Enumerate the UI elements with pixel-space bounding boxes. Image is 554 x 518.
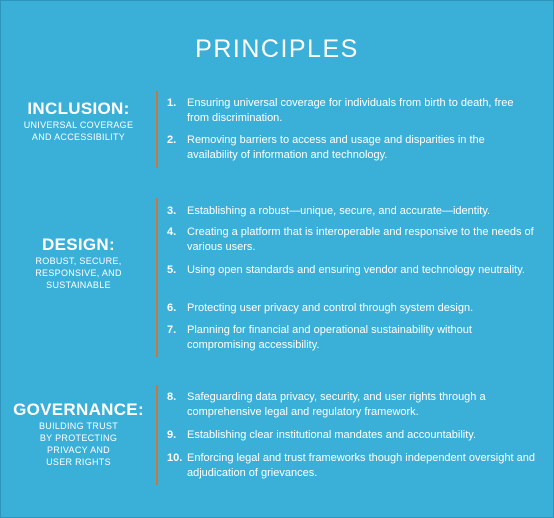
item-number: 9. (167, 429, 177, 441)
list-item: 1. Ensuring universal coverage for indiv… (167, 96, 537, 125)
section-heading: DESIGN: (42, 235, 115, 254)
list-item: 9. Establishing clear institutional mand… (167, 428, 537, 443)
list-item: 4. Creating a platform that is interoper… (167, 225, 537, 254)
item-text: Enforcing legal and trust frameworks tho… (187, 452, 535, 479)
list-item: 3. Establishing a robust—unique, secure,… (167, 204, 537, 219)
section-heading: INCLUSION: (27, 99, 130, 118)
list-item: 8. Safeguarding data privacy, security, … (167, 390, 537, 419)
section-divider (156, 385, 158, 485)
item-number: 7. (167, 324, 177, 336)
list-item: 6. Protecting user privacy and control t… (167, 301, 537, 316)
item-text: Safeguarding data privacy, security, and… (187, 391, 486, 418)
item-text: Using open standards and ensuring vendor… (187, 264, 525, 276)
item-number: 2. (167, 134, 177, 146)
item-number: 1. (167, 97, 177, 109)
section-heading: GOVERNANCE: (13, 400, 144, 419)
section-divider (156, 91, 158, 168)
item-number: 6. (167, 302, 177, 314)
item-number: 8. (167, 391, 177, 403)
list-item: 10. Enforcing legal and trust frameworks… (167, 451, 537, 480)
item-number: 5. (167, 264, 177, 276)
item-text: Planning for financial and operational s… (187, 324, 472, 351)
section-label: INCLUSION: UNIVERSAL COVERAGE AND ACCESS… (1, 99, 156, 143)
item-text: Removing barriers to access and usage an… (187, 134, 485, 161)
section-label: DESIGN: ROBUST, SECURE, RESPONSIVE, AND … (1, 235, 156, 291)
item-text: Ensuring universal coverage for individu… (187, 97, 514, 124)
section-label: GOVERNANCE: BUILDING TRUST BY PROTECTING… (1, 400, 156, 468)
section-divider (156, 198, 158, 357)
list-item: 5. Using open standards and ensuring ven… (167, 263, 537, 278)
item-text: Establishing a robust—unique, secure, an… (187, 205, 491, 217)
section-subtitle: UNIVERSAL COVERAGE AND ACCESSIBILITY (23, 120, 134, 142)
list-item: 2. Removing barriers to access and usage… (167, 133, 537, 162)
page-title: PRINCIPLES (195, 35, 359, 63)
item-number: 4. (167, 226, 177, 238)
list-item: 7. Planning for financial and operationa… (167, 323, 537, 352)
section-subtitle: BUILDING TRUST BY PROTECTING PRIVACY AND… (38, 421, 119, 467)
item-text: Creating a platform that is interoperabl… (187, 226, 534, 253)
item-text: Protecting user privacy and control thro… (187, 302, 474, 314)
item-number: 10. (167, 452, 183, 464)
section-subtitle: ROBUST, SECURE, RESPONSIVE, AND SUSTAINA… (35, 256, 122, 290)
item-text: Establishing clear institutional mandate… (187, 429, 477, 441)
item-number: 3. (167, 205, 177, 217)
